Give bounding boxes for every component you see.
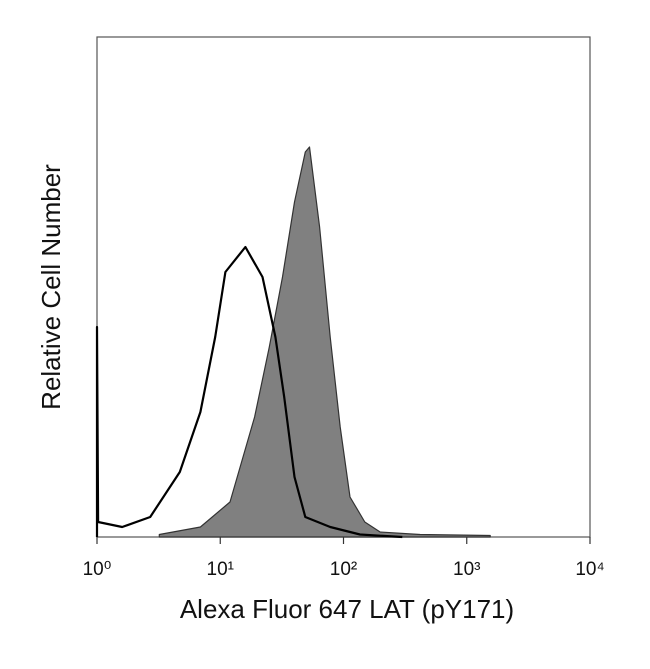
y-axis-label: Relative Cell Number: [36, 164, 66, 410]
x-tick-label: 10²: [330, 559, 357, 580]
x-tick-label: 10⁰: [83, 559, 112, 580]
x-axis-label: Alexa Fluor 647 LAT (pY171): [180, 594, 514, 624]
filled-histogram: [158, 146, 491, 538]
x-tick-label: 10⁴: [575, 559, 604, 580]
x-tick-label: 10³: [453, 559, 480, 580]
x-tick-label: 10¹: [207, 559, 234, 580]
outline-histogram: [95, 245, 403, 539]
